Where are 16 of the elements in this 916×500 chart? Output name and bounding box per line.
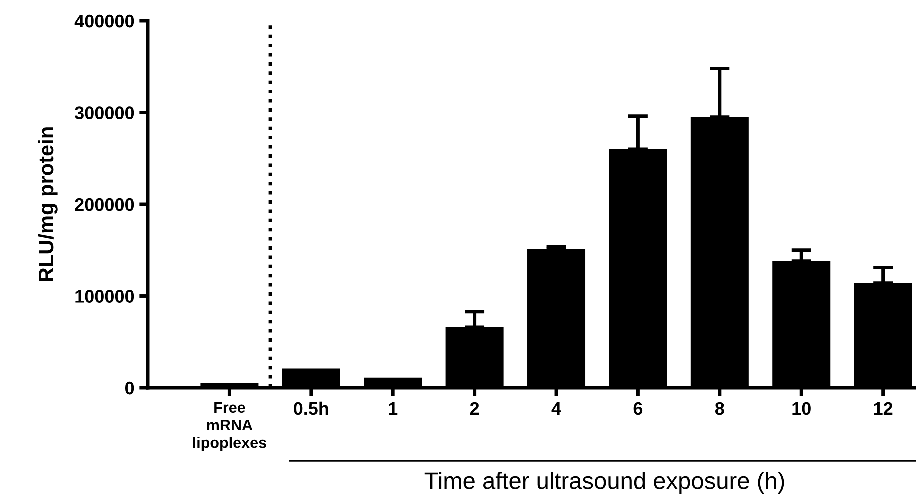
x-tick-label: Free mRNA lipoplexes: [193, 402, 266, 452]
x-tick-label: 6: [634, 402, 643, 416]
x-tick-label: 8: [715, 402, 724, 416]
x-tick-label: 2: [470, 402, 480, 415]
y-tick-label: 100000: [76, 290, 134, 303]
y-tick-label: 200000: [75, 198, 134, 212]
x-tick-label: 10: [792, 402, 811, 416]
x-axis-title: Time after ultrasound exposure (h): [424, 472, 784, 494]
x-tick-label: 12: [874, 402, 893, 415]
y-axis-title: RLU/mg protein: [38, 128, 58, 282]
x-tick-label: 0.5h: [294, 402, 328, 416]
y-tick-label: 300000: [74, 106, 134, 120]
y-tick-label: 400000: [74, 14, 134, 28]
y-tick-label: 0: [125, 382, 134, 395]
x-tick-label: 4: [552, 402, 562, 415]
x-tick-label: 1: [389, 402, 398, 415]
